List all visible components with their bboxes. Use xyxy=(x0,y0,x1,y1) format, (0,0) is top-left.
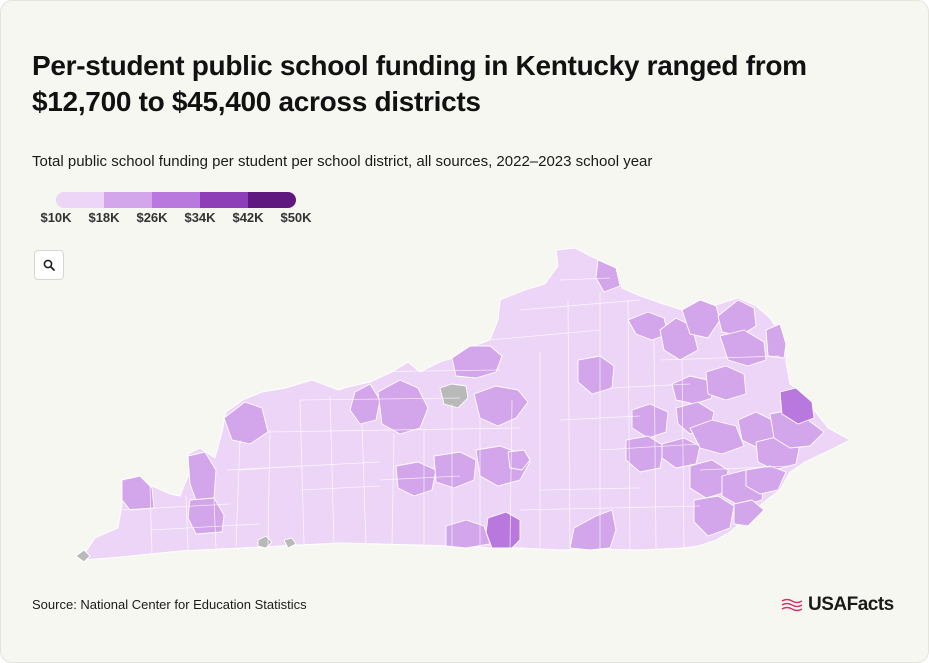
district-border xyxy=(239,465,301,471)
district-border xyxy=(379,475,461,481)
district-5[interactable] xyxy=(349,383,381,425)
district-border xyxy=(185,495,189,551)
district-border xyxy=(299,485,381,491)
district-border xyxy=(567,299,571,549)
district-border xyxy=(681,359,685,549)
district-border xyxy=(659,355,781,361)
district-border xyxy=(361,423,367,545)
district-no-data-4[interactable] xyxy=(283,537,297,549)
district-border xyxy=(519,505,701,511)
district-border xyxy=(627,299,631,551)
district-2[interactable] xyxy=(121,475,155,511)
district-8[interactable] xyxy=(473,385,529,427)
district-38[interactable] xyxy=(779,387,815,425)
district-border xyxy=(119,503,231,511)
district-border xyxy=(519,299,641,311)
district-6[interactable] xyxy=(377,379,429,435)
legend-swatch-3 xyxy=(152,192,200,208)
district-border xyxy=(653,339,657,551)
district-no-data-2[interactable] xyxy=(75,549,91,563)
district-24[interactable] xyxy=(631,403,669,439)
district-border xyxy=(489,329,601,341)
legend-tick-26k: $26K xyxy=(136,210,168,225)
district-9[interactable] xyxy=(395,461,437,497)
usafacts-logo: USAFacts xyxy=(780,592,894,618)
district-12[interactable] xyxy=(507,449,531,471)
chart-subtitle: Total public school funding per student … xyxy=(32,153,653,170)
flag-icon xyxy=(781,598,803,612)
district-borders xyxy=(119,277,791,557)
legend-tick-34k: $34K xyxy=(184,210,216,225)
source-note: Source: National Center for Education St… xyxy=(32,597,307,612)
district-15[interactable] xyxy=(595,259,621,293)
zoom-button[interactable] xyxy=(34,250,64,280)
brand-name: USAFacts xyxy=(808,594,894,615)
district-23[interactable] xyxy=(705,365,747,401)
legend-tick-50k: $50K xyxy=(280,210,312,225)
district-border xyxy=(539,487,641,491)
legend-swatch-2 xyxy=(104,192,152,208)
district-border xyxy=(509,399,513,549)
district-border xyxy=(149,485,153,557)
district-border xyxy=(299,397,461,401)
legend-tick-42k: $42K xyxy=(232,210,264,225)
legend-tick-18k: $18K xyxy=(88,210,120,225)
district-border xyxy=(149,523,261,531)
district-border xyxy=(329,395,335,545)
legend-swatch-4 xyxy=(200,192,248,208)
district-border xyxy=(699,465,791,471)
chart-title: Per-student public school funding in Ken… xyxy=(32,50,807,117)
legend-tick-10k: $10K xyxy=(40,210,72,225)
district-10[interactable] xyxy=(433,451,477,489)
legend-swatch-5 xyxy=(248,192,296,208)
district-shapes xyxy=(75,247,851,563)
district-border xyxy=(213,499,217,549)
district-border xyxy=(609,383,691,389)
district-37[interactable] xyxy=(569,509,617,551)
district-border xyxy=(299,399,305,545)
district-21[interactable] xyxy=(765,323,787,359)
color-legend: $10K $18K $26K $34K $42K $50K xyxy=(32,192,322,232)
district-border xyxy=(235,439,241,547)
district-36[interactable] xyxy=(745,465,787,495)
district-border xyxy=(267,429,271,547)
district-33[interactable] xyxy=(693,495,735,537)
district-19[interactable] xyxy=(717,299,757,337)
district-border xyxy=(559,277,611,281)
legend-swatch-1 xyxy=(56,192,104,208)
search-icon xyxy=(43,259,55,271)
district-border xyxy=(391,433,395,545)
district-28[interactable] xyxy=(689,419,745,455)
district-border xyxy=(559,415,641,421)
district-border xyxy=(599,443,701,451)
district-no-data-1[interactable] xyxy=(439,383,469,409)
district-39[interactable] xyxy=(485,511,521,549)
district-border xyxy=(225,461,381,471)
district-13[interactable] xyxy=(445,519,491,549)
district-34[interactable] xyxy=(733,499,765,527)
legend-bar xyxy=(56,192,296,208)
district-border xyxy=(267,427,521,433)
district-25[interactable] xyxy=(625,435,665,473)
